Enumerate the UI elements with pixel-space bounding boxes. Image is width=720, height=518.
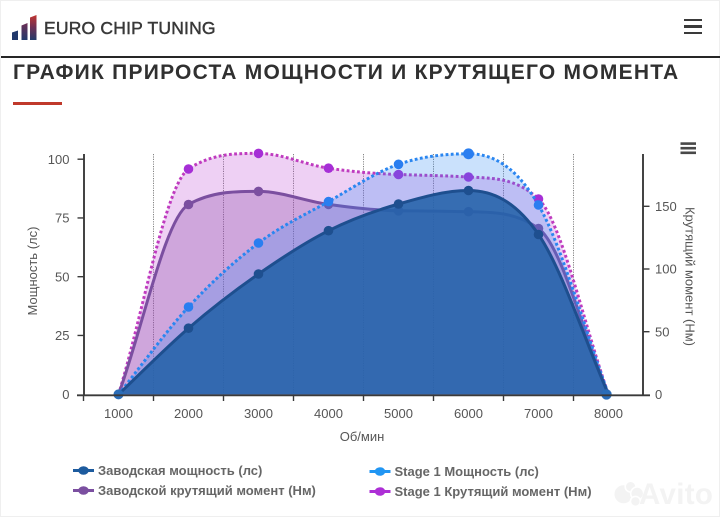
svg-text:100: 100 [655, 262, 677, 277]
svg-text:Заводской крутящий момент (Нм): Заводской крутящий момент (Нм) [98, 483, 316, 498]
svg-text:3000: 3000 [244, 406, 273, 421]
svg-text:Об/мин: Об/мин [340, 429, 385, 444]
svg-text:4000: 4000 [314, 406, 343, 421]
svg-text:Stage 1 Крутящий момент (Нм): Stage 1 Крутящий момент (Нм) [395, 484, 592, 499]
svg-text:Stage 1 Мощность (лс): Stage 1 Мощность (лс) [395, 464, 539, 479]
svg-text:2000: 2000 [174, 406, 203, 421]
svg-text:25: 25 [55, 328, 69, 343]
svg-text:0: 0 [655, 387, 662, 402]
svg-text:6000: 6000 [454, 406, 483, 421]
svg-text:Мощность (лс): Мощность (лс) [25, 227, 40, 316]
svg-text:Крутящий момент (Нм): Крутящий момент (Нм) [683, 207, 698, 346]
svg-text:Заводская мощность (лс): Заводская мощность (лс) [98, 463, 262, 478]
svg-text:50: 50 [655, 324, 669, 339]
svg-text:50: 50 [55, 269, 69, 284]
svg-text:Avito: Avito [639, 478, 713, 511]
svg-text:0: 0 [62, 387, 69, 402]
svg-text:75: 75 [55, 211, 69, 226]
svg-text:5000: 5000 [384, 406, 413, 421]
svg-text:100: 100 [48, 152, 70, 167]
svg-text:150: 150 [655, 199, 677, 214]
svg-text:7000: 7000 [524, 406, 553, 421]
svg-text:8000: 8000 [594, 406, 623, 421]
svg-text:1000: 1000 [104, 406, 133, 421]
